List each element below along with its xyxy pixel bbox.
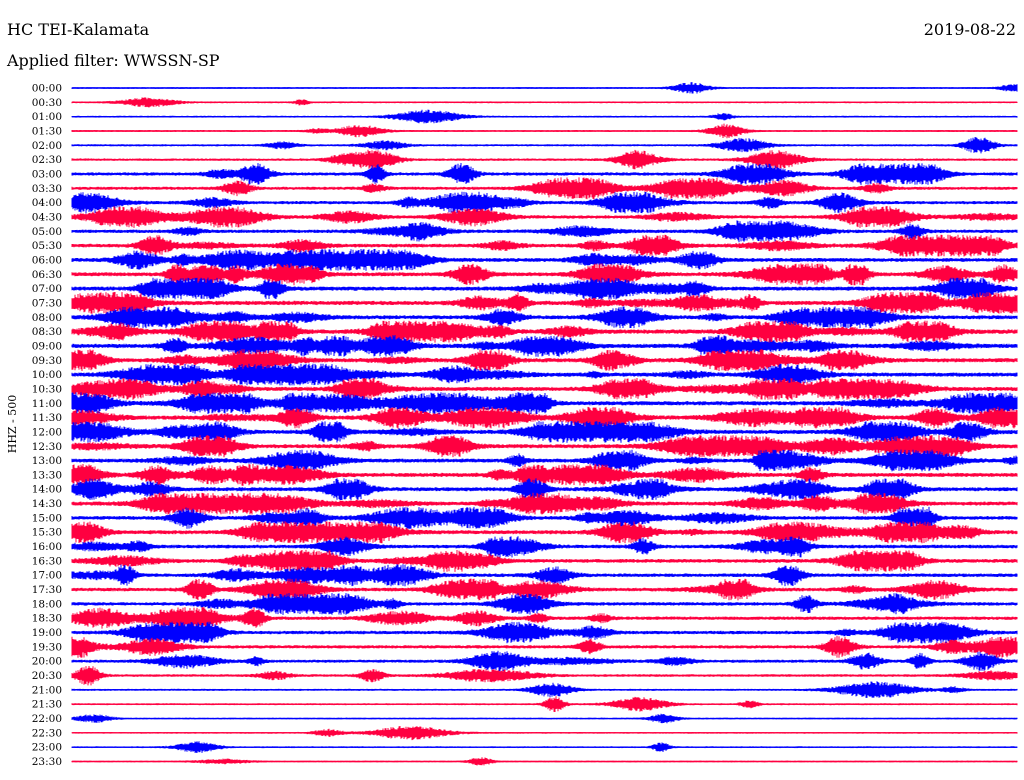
time-tick-label: 07:00 — [32, 283, 62, 295]
time-tick-label: 07:30 — [32, 297, 62, 309]
time-tick-label: 23:30 — [32, 756, 62, 768]
time-tick-label: 11:00 — [32, 398, 62, 410]
time-tick-label: 22:00 — [32, 713, 62, 725]
time-tick-label: 21:00 — [32, 684, 62, 696]
time-tick-label: 19:00 — [32, 627, 62, 639]
time-tick-label: 02:30 — [32, 154, 62, 166]
time-tick-label: 20:00 — [32, 656, 62, 668]
filter-label: Applied filter: WWSSN-SP — [7, 51, 220, 70]
time-tick-label: 05:30 — [32, 240, 62, 252]
time-tick-label: 12:00 — [32, 426, 62, 438]
time-tick-label: 21:30 — [32, 699, 62, 711]
time-tick-label: 20:30 — [32, 670, 62, 682]
time-tick-label: 12:30 — [32, 441, 62, 453]
time-tick-label: 06:00 — [32, 254, 62, 266]
time-tick-label: 01:30 — [32, 125, 62, 137]
record-date: 2019-08-22 — [923, 20, 1016, 39]
time-tick-label: 08:30 — [32, 326, 62, 338]
time-tick-label: 22:30 — [32, 727, 62, 739]
time-tick-label: 10:00 — [32, 369, 62, 381]
station-title: HC TEI-Kalamata — [7, 20, 150, 39]
time-tick-label: 18:00 — [32, 598, 62, 610]
time-tick-group: 00:00 00:30 01:00 01:30 02:00 02:30 03:00 03:30… — [32, 83, 62, 769]
time-tick-label: 08:00 — [32, 312, 62, 324]
time-tick-label: 13:00 — [32, 455, 62, 467]
time-tick-label: 17:00 — [32, 570, 62, 582]
time-tick-label: 04:00 — [32, 197, 62, 209]
channel-label: HHZ - 500 — [6, 395, 19, 454]
trace-group — [71, 82, 1018, 766]
time-tick-label: 04:30 — [32, 211, 62, 223]
time-tick-label: 11:30 — [32, 412, 62, 424]
time-tick-label: 16:30 — [32, 555, 62, 567]
time-tick-label: 18:30 — [32, 613, 62, 625]
time-tick-label: 00:00 — [32, 83, 62, 95]
time-tick-label: 13:30 — [32, 469, 62, 481]
time-tick-label: 00:30 — [32, 97, 62, 109]
time-tick-label: 19:30 — [32, 641, 62, 653]
time-tick-label: 05:00 — [32, 226, 62, 238]
time-tick-label: 02:00 — [32, 140, 62, 152]
time-tick-label: 03:30 — [32, 183, 62, 195]
time-tick-label: 15:00 — [32, 512, 62, 524]
time-tick-label: 17:30 — [32, 584, 62, 596]
time-tick-label: 09:30 — [32, 355, 62, 367]
time-tick-label: 06:30 — [32, 269, 62, 281]
time-tick-label: 14:00 — [32, 484, 62, 496]
time-tick-label: 03:00 — [32, 168, 62, 180]
time-tick-label: 09:00 — [32, 340, 62, 352]
time-tick-label: 01:00 — [32, 111, 62, 123]
time-tick-label: 14:30 — [32, 498, 62, 510]
time-tick-label: 15:30 — [32, 527, 62, 539]
time-tick-label: 23:00 — [32, 742, 62, 754]
time-tick-label: 16:00 — [32, 541, 62, 553]
time-tick-label: 10:30 — [32, 383, 62, 395]
